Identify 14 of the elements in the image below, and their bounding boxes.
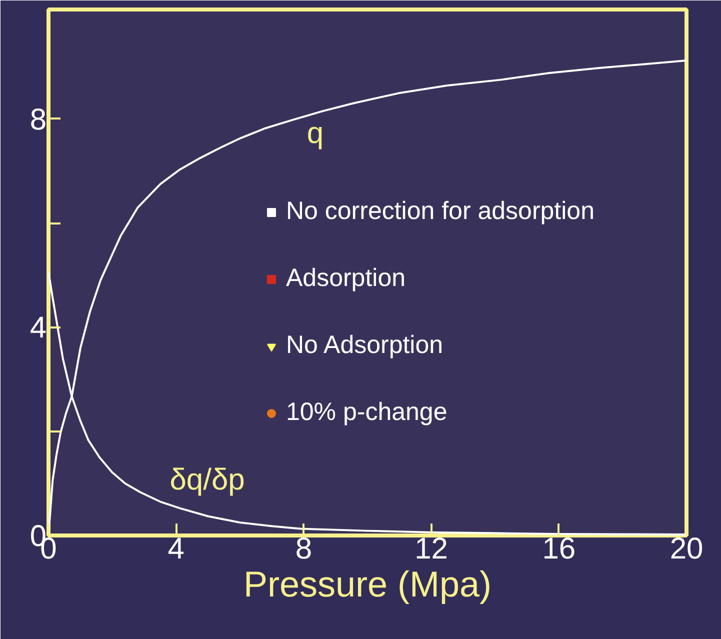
series-label: q bbox=[306, 117, 324, 150]
y-tick-label: 4 bbox=[30, 312, 47, 345]
series-label: δq/δp bbox=[170, 463, 245, 496]
x-tick-label: 8 bbox=[295, 532, 312, 566]
x-tick-label: 16 bbox=[542, 532, 576, 566]
x-tick-label: 20 bbox=[670, 532, 704, 566]
x-axis-title: Pressure (Mpa) bbox=[243, 564, 492, 604]
legend-label: 10% p-change bbox=[286, 398, 448, 427]
legend-label: Adsorption bbox=[286, 264, 406, 293]
legend-label: No Adsorption bbox=[286, 331, 444, 360]
x-tick-label: 4 bbox=[168, 532, 184, 566]
y-tick-label: 8 bbox=[30, 103, 47, 136]
legend-label: No correction for adsorption bbox=[286, 197, 594, 226]
x-tick-label: 12 bbox=[414, 532, 448, 566]
